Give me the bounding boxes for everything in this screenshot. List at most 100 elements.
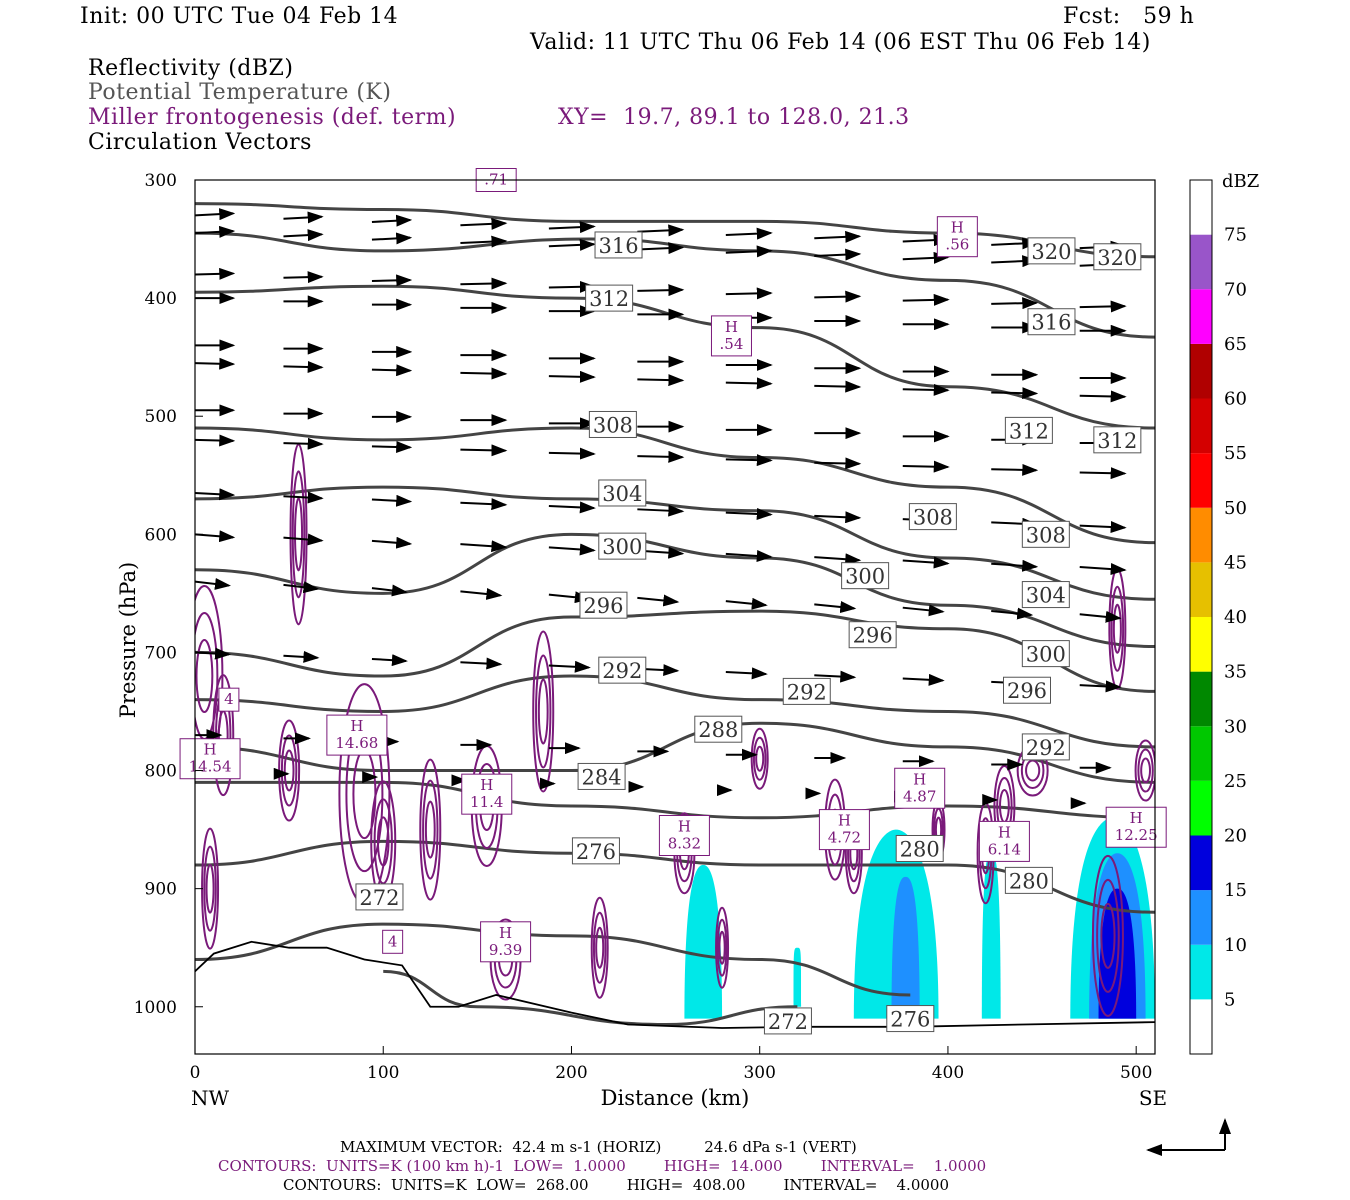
reference-vector xyxy=(1146,1118,1231,1156)
theta-contour xyxy=(195,284,1155,430)
colorbar-label: 40 xyxy=(1224,607,1247,628)
x-tick-label: 500 xyxy=(1120,1063,1152,1083)
theta-label: 316 xyxy=(1031,311,1071,335)
frontogenesis-max-label: H xyxy=(1130,809,1143,827)
theta-label: 300 xyxy=(845,565,885,589)
circulation-vector xyxy=(460,235,508,248)
theta-label-box xyxy=(694,715,743,743)
frontogenesis-max-label: 12.25 xyxy=(1115,826,1158,844)
reflectivity-cell xyxy=(981,853,1001,1019)
theta-contour xyxy=(195,674,1155,749)
circulation-vector xyxy=(195,434,236,447)
circulation-vector xyxy=(460,367,508,380)
circulation-vector xyxy=(814,601,857,614)
colorbar-bin xyxy=(1190,289,1212,344)
circulation-vector xyxy=(548,370,596,383)
theta-label: 316 xyxy=(598,234,638,258)
circulation-vector xyxy=(283,581,320,594)
x-tick-label: 0 xyxy=(190,1063,201,1083)
frontogenesis-contour xyxy=(590,896,609,999)
y-axis-label: Pressure (hPa) xyxy=(116,562,140,718)
colorbar-frame xyxy=(1189,179,1213,1055)
circulation-vector xyxy=(902,251,950,264)
colorbar-bin xyxy=(1190,180,1212,235)
circulation-vector xyxy=(814,290,862,303)
circulation-vector xyxy=(195,208,236,221)
theta-contour xyxy=(195,202,1155,259)
circulation-vector xyxy=(637,594,680,607)
circulation-vector xyxy=(1079,680,1122,693)
theta-contour xyxy=(195,532,1155,649)
colorbar-unit: dBZ xyxy=(1222,171,1259,192)
theta-label: 312 xyxy=(589,287,629,311)
theta-contour xyxy=(195,922,911,997)
axes: 0 100 200 300 400 500 300 400 500 600 700 800 900 100… xyxy=(134,171,1153,1083)
theta-label: 308 xyxy=(1026,523,1066,547)
theta-label-box xyxy=(598,532,647,560)
theta-contour xyxy=(195,485,1155,601)
theta-label: 272 xyxy=(359,886,399,910)
circulation-vector xyxy=(460,217,508,230)
frontogenesis-max-label: 6.14 xyxy=(988,840,1021,858)
theta-label: 300 xyxy=(1026,643,1066,667)
theta-label: 280 xyxy=(900,837,940,861)
circulation-vector xyxy=(371,364,413,377)
theta-label-box xyxy=(1004,866,1053,894)
circulation-vector xyxy=(902,460,950,473)
frontogenesis-max-box xyxy=(710,315,752,357)
colorbar-label: 65 xyxy=(1224,334,1247,355)
frontogenesis-max-label: H xyxy=(499,924,512,942)
circulation-vector xyxy=(195,267,236,280)
circulation-vector xyxy=(637,224,685,237)
circulation-vector xyxy=(991,607,1034,620)
circulation-vector xyxy=(1079,521,1127,534)
init-time: Init: 00 UTC Tue 04 Feb 14 xyxy=(80,4,399,29)
theta-label: 296 xyxy=(853,624,893,648)
frontogenesis-contour xyxy=(376,816,390,867)
theta-label-box xyxy=(848,621,897,649)
circulation-vector xyxy=(902,604,945,617)
theta-label-box xyxy=(1003,676,1051,704)
y-tick-label: 900 xyxy=(145,880,177,900)
circulation-vector xyxy=(902,383,950,396)
theta-contour xyxy=(195,839,1155,914)
circulation-vector xyxy=(460,657,503,670)
circulation-vector xyxy=(637,504,685,517)
frontogenesis-contour xyxy=(595,926,605,969)
circulation-vector xyxy=(1079,300,1127,313)
frontogenesis-contour xyxy=(1134,739,1155,802)
theta-label: 304 xyxy=(1026,584,1066,608)
circulation-vector xyxy=(460,498,508,511)
frontogenesis-max-label: H xyxy=(725,318,738,336)
colorbar-bin xyxy=(1190,944,1212,1000)
theta-label-box xyxy=(886,1005,935,1033)
colorbar-bin xyxy=(1190,398,1212,454)
circulation-vector xyxy=(725,667,768,680)
frontogenesis-max-box xyxy=(461,773,513,815)
circulation-vector xyxy=(725,549,773,562)
colorbar-bin xyxy=(1190,671,1212,727)
frontogenesis-max-box xyxy=(326,714,388,756)
circulation-vector xyxy=(371,274,413,287)
colorbar-label: 50 xyxy=(1224,498,1247,519)
circulation-vector xyxy=(814,230,862,243)
colorbar-bin xyxy=(1190,835,1212,891)
theta-contour xyxy=(195,426,1155,545)
circulation-vector xyxy=(637,450,685,463)
frontogenesis-contour xyxy=(1140,757,1151,784)
frontogenesis-max-box xyxy=(936,216,978,258)
circulation-vector xyxy=(814,457,862,470)
circulation-vector xyxy=(725,597,768,610)
circulation-vector xyxy=(991,297,1039,310)
colorbar-label: 35 xyxy=(1224,662,1247,683)
plot-frame xyxy=(194,179,1156,1055)
frontogenesis-max-box xyxy=(658,815,710,856)
theta-label: 288 xyxy=(698,718,738,742)
circulation-vector xyxy=(371,536,413,549)
frontogenesis-contour xyxy=(1100,902,1116,969)
circulation-vector xyxy=(637,284,685,297)
circulation-vector xyxy=(371,441,413,454)
circulation-vector xyxy=(283,491,324,504)
colorbar-label: 25 xyxy=(1224,771,1247,792)
frontogenesis-contour xyxy=(283,749,295,792)
